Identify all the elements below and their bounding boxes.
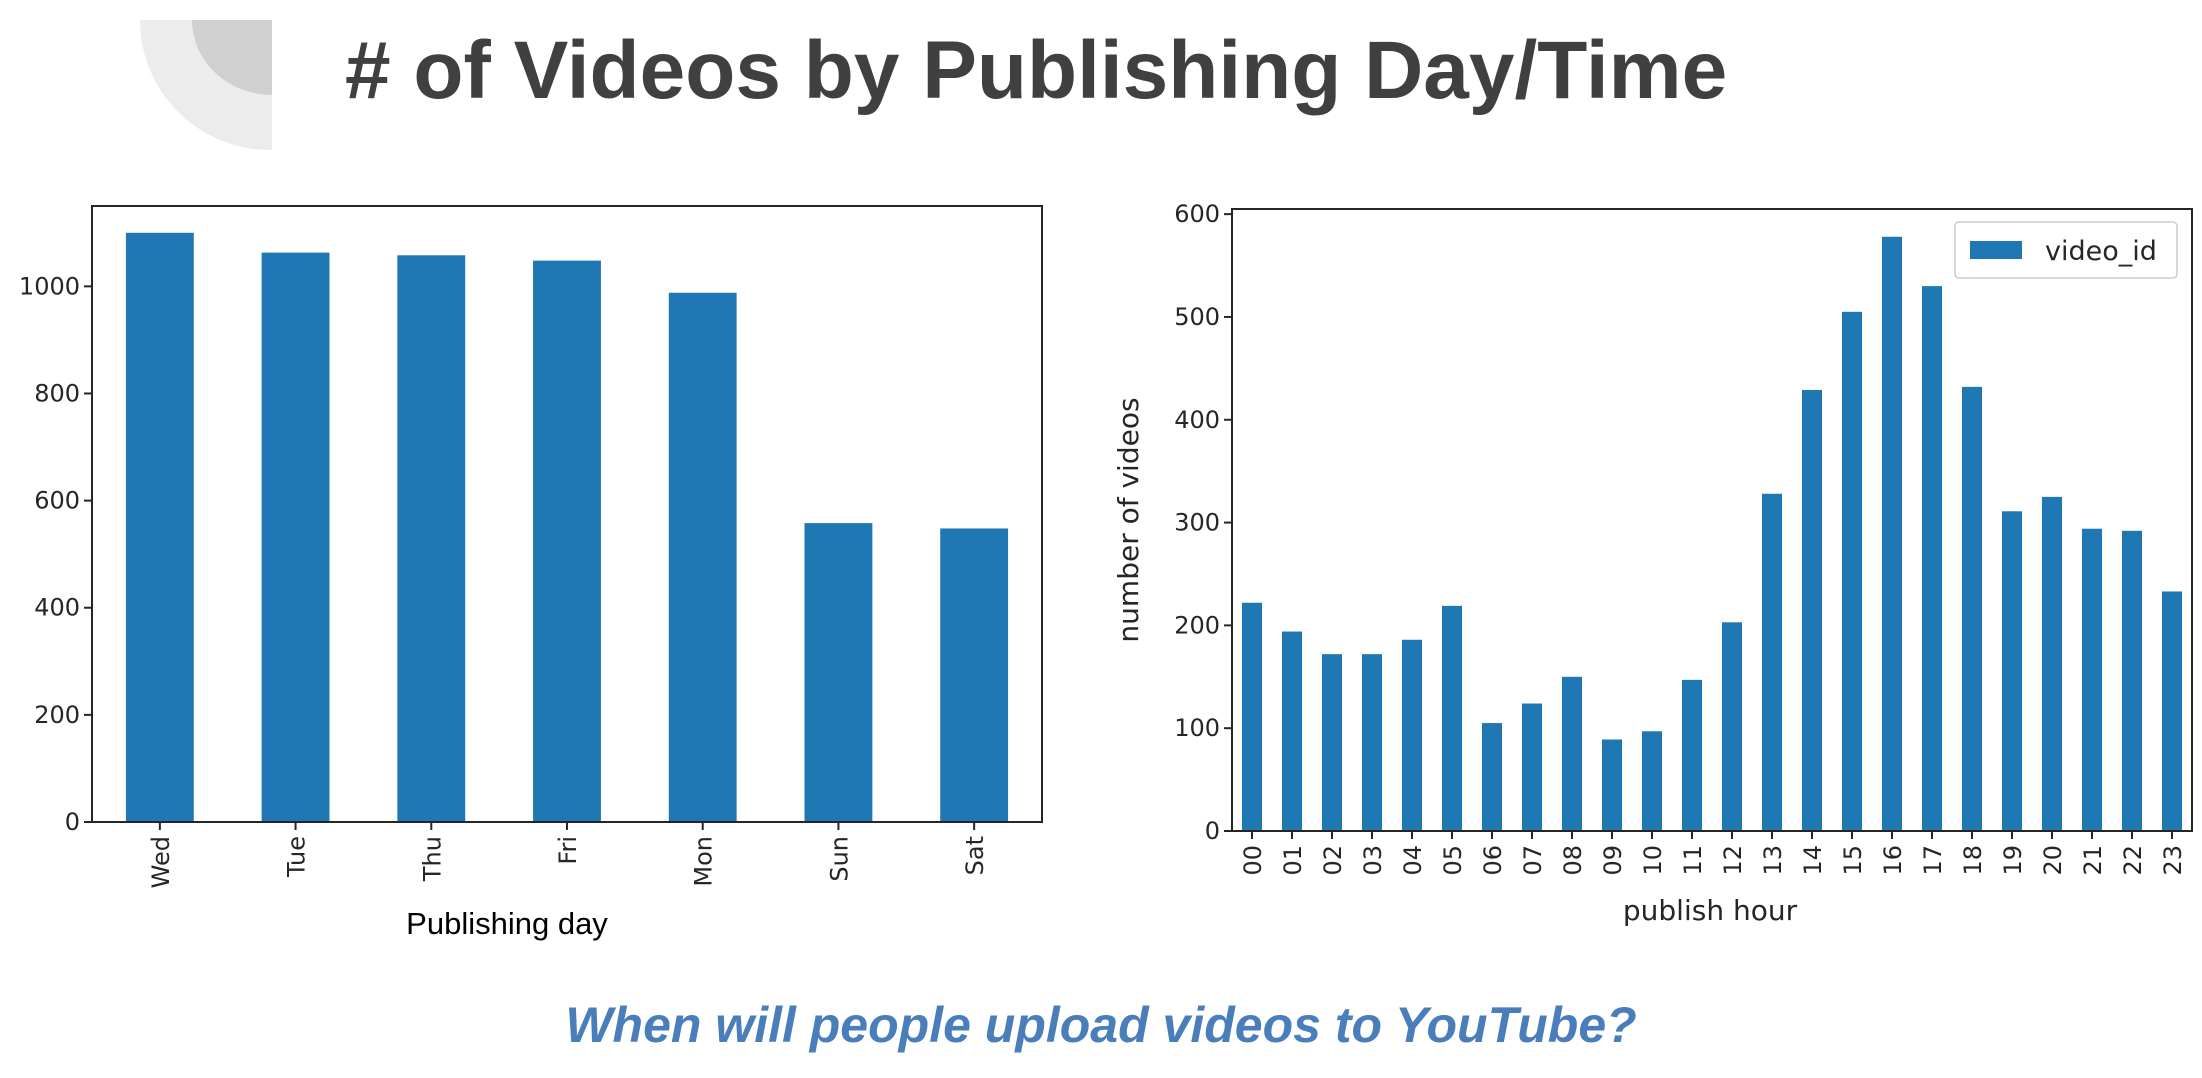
bar-13 xyxy=(1762,493,1782,831)
bar-04 xyxy=(1402,639,1422,831)
bar-Wed xyxy=(125,232,194,823)
x-tick-label: 05 xyxy=(1439,845,1467,876)
y-tick-label: 600 xyxy=(1174,200,1220,228)
x-tick-label: 11 xyxy=(1679,845,1707,876)
x-tick-label: 15 xyxy=(1839,845,1867,876)
x-tick-label: 17 xyxy=(1919,845,1947,876)
x-tick-label: 21 xyxy=(2079,845,2107,876)
x-axis-label: publish hour xyxy=(1623,894,1798,927)
x-tick-label: 08 xyxy=(1559,845,1587,876)
x-tick-label: 14 xyxy=(1799,845,1827,876)
bar-03 xyxy=(1362,654,1382,831)
plot-frame xyxy=(1231,208,2193,832)
x-tick-label: 16 xyxy=(1879,845,1907,876)
bar-00 xyxy=(1242,602,1262,831)
chart-publishing-day: 0 200 400 600 800 1000 Wed Tue Thu Fri Mon Sun Sat Pu… xyxy=(19,205,1043,941)
bar-06 xyxy=(1482,723,1502,831)
x-tick-label: 13 xyxy=(1759,845,1787,876)
y-tick-label: 1000 xyxy=(19,272,80,300)
bar-05 xyxy=(1442,605,1462,831)
x-tick-label: 23 xyxy=(2159,845,2187,876)
y-tick-label: 100 xyxy=(1174,714,1220,742)
bar-15 xyxy=(1842,311,1862,831)
bar-08 xyxy=(1562,676,1582,831)
bar-11 xyxy=(1682,679,1702,831)
x-tick-label: 12 xyxy=(1719,845,1747,876)
x-tick-label: Mon xyxy=(690,836,718,887)
legend: video_id xyxy=(1954,221,2178,279)
x-tick-label: 02 xyxy=(1319,845,1347,876)
slide-subtitle: When will people upload videos to YouTub… xyxy=(565,997,1637,1053)
x-tick-label: 10 xyxy=(1639,845,1667,876)
y-tick-label: 200 xyxy=(34,701,80,729)
y-tick-label: 0 xyxy=(65,808,80,836)
bar-17 xyxy=(1922,286,1942,832)
bar-Thu xyxy=(397,255,466,822)
x-tick-label: 22 xyxy=(2119,845,2147,876)
bar-01 xyxy=(1282,631,1302,831)
x-tick-label: 20 xyxy=(2039,845,2067,876)
x-tick-label: Sat xyxy=(961,836,989,875)
chart-publish-hour: 0 100 200 300 400 500 600 00 01 02 03 04 05 06 07 08 09 1… xyxy=(1112,200,2193,927)
bar-Tue xyxy=(261,252,330,822)
bar-23 xyxy=(2162,591,2182,831)
x-tick-label: Thu xyxy=(418,836,446,882)
y-tick-label: 400 xyxy=(1174,406,1220,434)
x-tick-label: Tue xyxy=(283,836,311,878)
y-tick-label: 800 xyxy=(34,379,80,407)
x-tick-label: 19 xyxy=(1999,845,2027,876)
bar-18 xyxy=(1962,386,1982,831)
decoration-inner-arc xyxy=(192,20,272,95)
x-tick-label: 07 xyxy=(1519,845,1547,876)
y-tick-label: 0 xyxy=(1205,817,1220,845)
bar-22 xyxy=(2122,530,2142,831)
x-tick-label: 06 xyxy=(1479,845,1507,876)
y-tick-label: 300 xyxy=(1174,509,1220,537)
bar-09 xyxy=(1602,739,1622,831)
bar-21 xyxy=(2082,528,2102,831)
bar-07 xyxy=(1522,703,1542,831)
bar-Sun xyxy=(804,523,873,822)
bar-14 xyxy=(1802,389,1822,831)
y-tick-label: 500 xyxy=(1174,303,1220,331)
y-tick-label: 400 xyxy=(34,594,80,622)
bar-19 xyxy=(2002,511,2022,831)
bar-16 xyxy=(1882,236,1902,832)
legend-label: video_id xyxy=(2045,236,2157,267)
y-tick-label: 200 xyxy=(1174,611,1220,639)
x-tick-label: 03 xyxy=(1359,845,1387,876)
x-tick-label: 18 xyxy=(1959,845,1987,876)
legend-swatch xyxy=(1970,241,2022,259)
bar-12 xyxy=(1722,622,1742,831)
x-tick-label: 01 xyxy=(1279,845,1307,876)
x-tick-label: Wed xyxy=(147,836,175,888)
y-tick-label: 600 xyxy=(34,487,80,515)
bar-Fri xyxy=(533,260,601,822)
slide-title: # of Videos by Publishing Day/Time xyxy=(345,25,1728,116)
bar-20 xyxy=(2042,496,2062,831)
corner-decoration xyxy=(140,20,272,150)
x-tick-label: 04 xyxy=(1399,845,1427,876)
x-tick-label: 09 xyxy=(1599,845,1627,876)
x-axis-label: Publishing day xyxy=(406,906,608,941)
bar-02 xyxy=(1322,654,1342,831)
y-axis-label: number of videos xyxy=(1112,397,1145,642)
bar-10 xyxy=(1642,731,1662,831)
x-tick-label: Sun xyxy=(825,836,853,882)
x-tick-label: Fri xyxy=(554,836,582,865)
bar-Sat xyxy=(940,528,1009,822)
legend-box xyxy=(1954,221,2178,279)
bar-Mon xyxy=(668,292,737,823)
x-tick-label: 00 xyxy=(1239,845,1267,876)
